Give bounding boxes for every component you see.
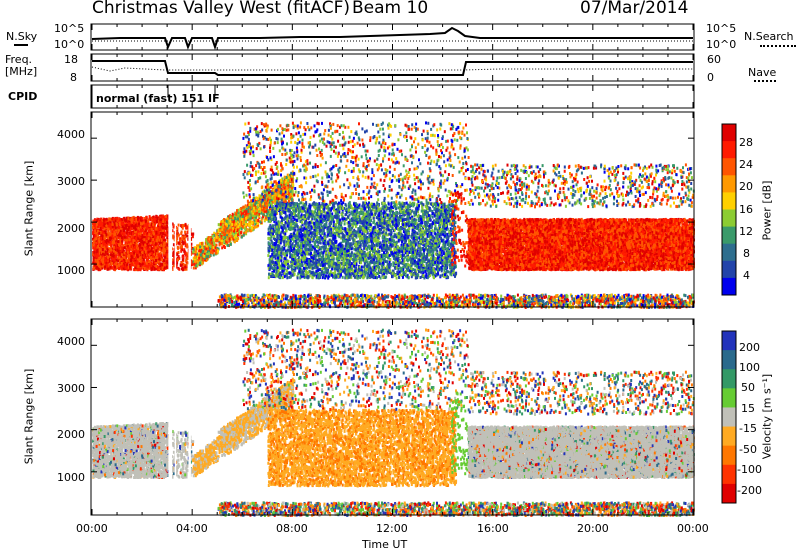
power-panel xyxy=(91,112,695,309)
nave-trace xyxy=(92,67,693,71)
freq-trace xyxy=(92,61,693,75)
rti-plot xyxy=(0,0,800,554)
